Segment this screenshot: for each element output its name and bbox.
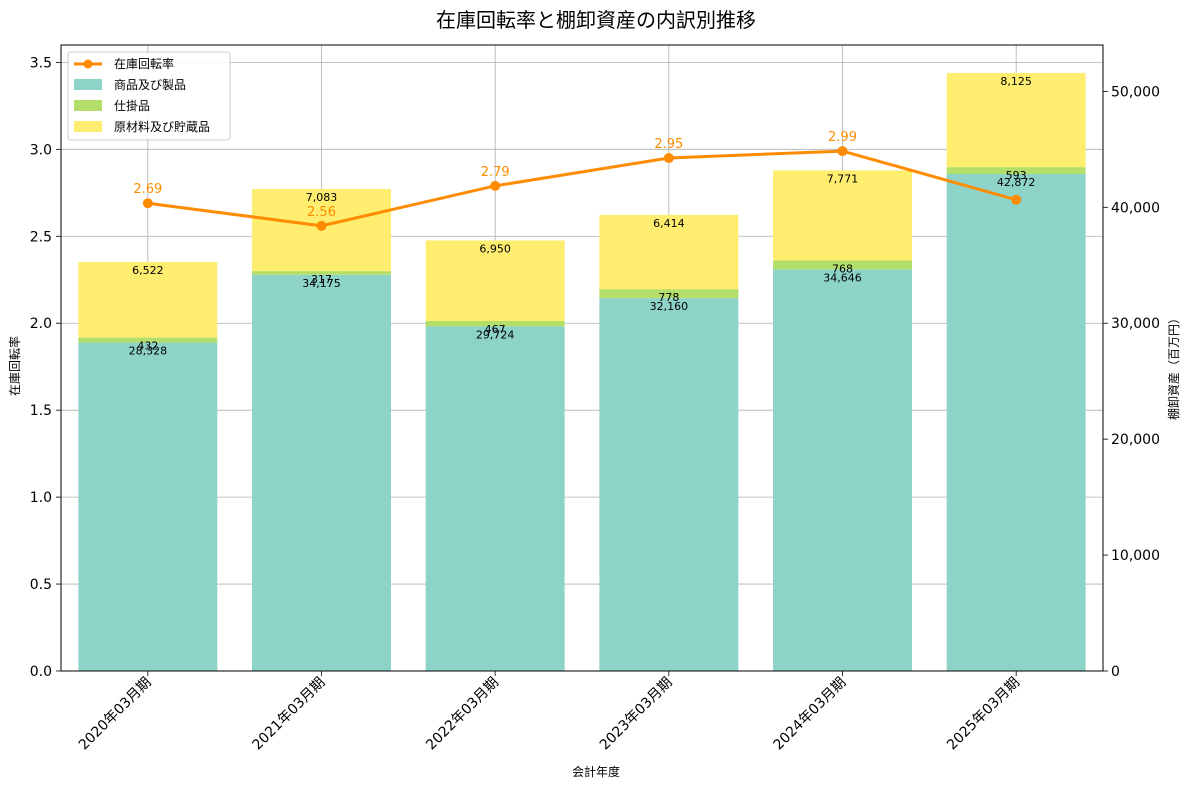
plot-frame [60,44,1104,672]
chart-title: 在庫回転率と棚卸資産の内訳別推移 [436,8,756,32]
bar-label: 6,414 [653,217,685,230]
bar-label: 34,646 [823,271,862,284]
y-axis-left-title: 在庫回転率 [7,336,22,396]
y-left-tick-label: 0.5 [30,577,52,593]
y-right-tick-label: 40,000 [1111,200,1160,216]
bar-label: 467 [485,323,506,336]
bar-label: 29,724 [476,328,515,341]
y-left-tick-label: 0.0 [30,664,52,680]
turnover-point-label: 2.56 [307,205,336,220]
turnover-point [490,180,501,191]
bar-label: 32,160 [650,300,689,313]
x-tick-label: 2025年03月期 [944,675,1023,754]
x-tick-label: 2023年03月期 [597,675,676,754]
y-right-tick-label: 10,000 [1111,548,1160,564]
bar-label: 768 [832,262,853,275]
y-left-tick-label: 1.5 [30,403,52,419]
bar-label: 6,522 [132,264,164,277]
bar-3-1 [78,261,218,338]
legend-label: 在庫回転率 [114,56,174,71]
bar-2-5 [773,260,912,270]
bar-1-2 [252,274,391,671]
bar-2-6 [946,167,1086,175]
bar-1-5 [773,269,912,671]
bar-1-6 [946,174,1086,671]
legend-label: 商品及び製品 [114,77,186,92]
bar-series [78,72,1086,671]
turnover-point [663,153,674,164]
turnover-line: 2.69 2.56 2.79 2.95 2.99 [133,130,1022,231]
y-right-tick-label: 0 [1111,664,1120,680]
turnover-point [142,198,153,209]
bar-label: 432 [137,340,158,353]
bar-label: 34,175 [302,277,341,290]
y-left-tick-label: 1.0 [30,490,52,506]
turnover-point-label: 2.95 [654,137,683,152]
bar-3-5 [773,170,912,261]
x-axis-title: 会計年度 [572,764,620,779]
bar-1-4 [599,298,739,671]
bar-3-6 [946,72,1086,168]
x-tick-label: 2022年03月期 [423,675,502,754]
turnover-point-label: 2.99 [828,130,857,145]
x-tick-label: 2021年03月期 [250,675,329,754]
y-left-tick-label: 3.0 [30,142,52,158]
y-right-tick-label: 20,000 [1111,432,1160,448]
bar-3-4 [599,214,739,290]
legend-line-marker [83,59,93,69]
turnover-point [1011,194,1022,205]
bar-2-4 [599,289,739,299]
y-left-tick-label: 2.0 [30,316,52,332]
bar-2-1 [78,337,218,343]
x-tick-label: 2024年03月期 [771,675,850,754]
bar-label: 8,125 [1000,75,1032,88]
legend-box [67,51,231,141]
bar-2-3 [425,321,565,327]
turnover-point [837,146,848,157]
legend-label: 仕掛品 [114,98,150,113]
turnover-point [316,220,327,231]
bar-1-1 [78,342,218,671]
bar-label: 778 [658,291,679,304]
bar-1-3 [425,326,565,671]
y-axis-right-title: 棚卸資産（百万円） [1166,312,1181,420]
bar-label: 42,872 [997,176,1036,189]
turnover-point-label: 2.69 [133,182,162,197]
legend-swatch [74,100,102,111]
turnover-line-path [147,149,1017,228]
y-right-tick-label: 30,000 [1111,316,1160,332]
bar-label: 6,950 [479,242,511,255]
bar-2-2 [252,271,391,275]
bar-label: 28,328 [129,345,168,358]
y-right-tick-label: 50,000 [1111,84,1160,100]
turnover-point-label: 2.79 [481,165,510,180]
legend-swatch [74,121,102,132]
legend-label: 原材料及び貯蔵品 [114,120,210,134]
x-tick-label: 2020年03月期 [76,675,155,754]
bar-label: 7,083 [306,191,338,204]
y-left-tick-label: 3.5 [30,55,52,71]
bar-label: 7,771 [827,172,859,185]
bar-3-3 [425,240,565,322]
bar-label: 317 [311,273,332,286]
bar-label: 593 [1006,169,1027,182]
y-left-tick-label: 2.5 [30,229,52,245]
legend-swatch [74,79,102,90]
